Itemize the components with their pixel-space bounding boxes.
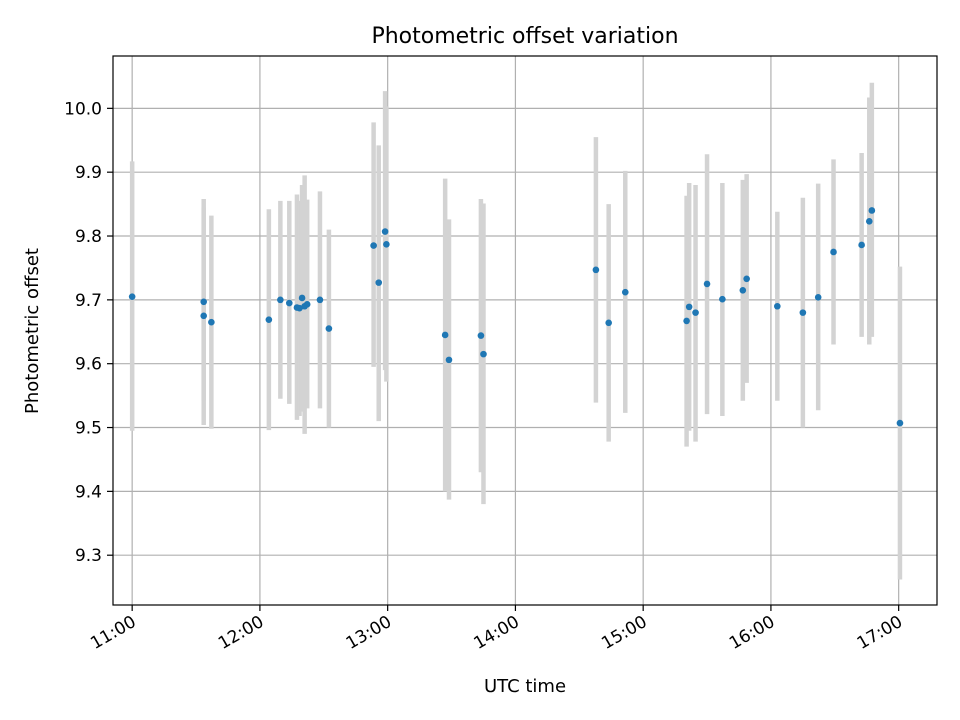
data-point — [265, 316, 273, 323]
data-point — [477, 332, 485, 339]
data-point — [830, 248, 837, 256]
chart-title: Photometric offset variation — [371, 24, 678, 49]
data-point — [208, 318, 215, 326]
data-point — [774, 302, 781, 310]
y-tick-label: 9.4 — [75, 482, 102, 502]
y-tick-label: 9.5 — [75, 419, 102, 439]
data-point — [814, 294, 822, 301]
error-bars — [129, 82, 903, 580]
y-tick-label: 10.0 — [64, 99, 102, 119]
data-point — [200, 312, 208, 320]
data-point — [298, 294, 306, 302]
x-axis-label: UTC time — [484, 676, 566, 697]
data-point — [685, 303, 693, 311]
y-tick-label: 9.7 — [75, 291, 102, 311]
data-point — [692, 309, 699, 316]
data-point — [200, 298, 208, 306]
grid-lines — [113, 56, 937, 605]
data-point — [592, 266, 600, 274]
data-point — [739, 286, 747, 294]
x-tick-label: 12:00 — [215, 612, 267, 654]
data-point — [303, 301, 311, 308]
data-point — [703, 280, 711, 288]
data-point — [683, 317, 690, 325]
data-point — [605, 319, 612, 327]
plot-frame — [112, 55, 938, 606]
data-point — [621, 288, 629, 296]
y-tick-label: 9.6 — [75, 355, 102, 375]
data-point — [441, 331, 449, 339]
x-tick-label: 15:00 — [598, 612, 650, 654]
data-point — [285, 299, 293, 307]
data-point — [719, 295, 726, 303]
x-tick-label: 14:00 — [470, 612, 522, 654]
data-point — [445, 356, 453, 364]
data-point — [480, 350, 487, 358]
data-point — [865, 218, 873, 225]
data-point — [277, 296, 284, 304]
y-tick-label: 9.9 — [75, 163, 102, 183]
y-tick-label: 9.8 — [75, 227, 102, 247]
x-tick-label: 13:00 — [343, 612, 395, 654]
data-point — [858, 241, 865, 249]
data-point — [743, 275, 750, 283]
data-point — [370, 242, 377, 249]
x-tick-label: 17:00 — [854, 612, 906, 654]
x-tick-label: 16:00 — [726, 612, 778, 654]
data-point — [296, 304, 303, 312]
data-point — [868, 207, 876, 214]
data-point — [381, 228, 389, 235]
data-point — [896, 419, 904, 427]
x-tick-label: 11:00 — [87, 612, 139, 654]
data-point — [383, 241, 390, 248]
data-points — [128, 207, 904, 427]
data-point — [128, 293, 136, 300]
y-tick-label: 9.3 — [75, 546, 102, 566]
data-point — [375, 279, 383, 286]
data-point — [316, 296, 324, 304]
y-axis-label: Photometric offset — [22, 248, 43, 414]
data-point — [325, 325, 333, 332]
data-point — [799, 309, 807, 316]
